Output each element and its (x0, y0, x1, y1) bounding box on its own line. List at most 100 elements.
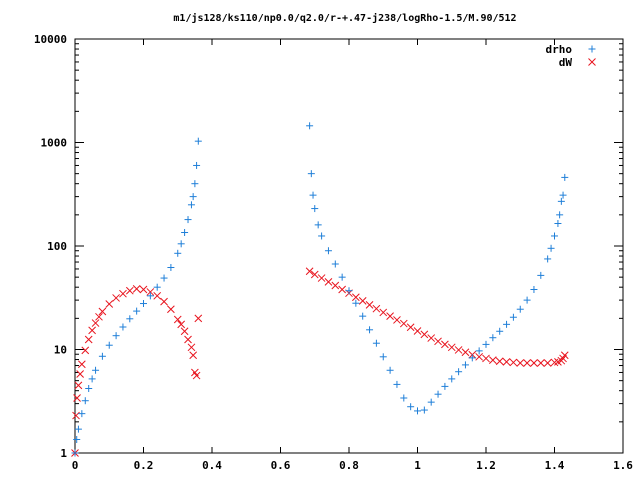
drho-point (489, 334, 497, 342)
drho-point (160, 274, 168, 282)
dw-point (482, 354, 490, 363)
dw-point (184, 335, 192, 344)
drho-point (352, 299, 360, 307)
dw-point (187, 343, 196, 352)
dw-point (502, 357, 511, 366)
drho-point (455, 368, 463, 376)
x-tick-label: 1 (414, 459, 421, 472)
drho-point (193, 161, 201, 169)
y-tick-label: 1 (60, 447, 67, 460)
drho-point (448, 375, 456, 383)
legend-marker-dw (588, 58, 596, 66)
drho-point (407, 403, 415, 411)
dw-point (81, 346, 90, 355)
legend-marker-drho (588, 45, 596, 53)
drho-point (133, 307, 141, 315)
drho-point (561, 173, 569, 181)
chart-title: m1/js128/ks110/np0.0/q2.0/r-+.47-j238/lo… (173, 12, 516, 24)
drho-point (420, 406, 428, 414)
drho-point (189, 193, 197, 201)
dw-point (84, 335, 93, 344)
drho-point (557, 197, 565, 205)
drho-point (554, 219, 562, 227)
plot-area (71, 122, 569, 457)
drho-point (73, 436, 81, 444)
dw-point (331, 281, 340, 290)
drho-point (74, 425, 82, 433)
drho-point (516, 305, 524, 313)
dw-point (543, 359, 552, 367)
dw-point (180, 327, 189, 336)
drho-point (547, 244, 555, 252)
drho-point (146, 292, 154, 300)
dw-point (509, 358, 518, 367)
drho-point (331, 260, 339, 268)
drho-point (468, 354, 476, 362)
dw-point (95, 312, 103, 321)
drho-point (88, 375, 96, 383)
dw-point (358, 297, 367, 305)
drho-point (92, 366, 100, 374)
dw-point (372, 304, 381, 313)
drho-point (482, 340, 490, 348)
dw-point (434, 337, 442, 346)
dw-point (160, 297, 168, 306)
drho-point (544, 255, 552, 263)
drho-point (181, 229, 189, 237)
dw-point (338, 285, 347, 294)
drho-point (81, 397, 89, 405)
drho-point (523, 296, 531, 304)
dw-point (441, 340, 449, 349)
drho-point (174, 249, 182, 257)
dw-point (530, 359, 538, 367)
drho-point (105, 341, 113, 349)
dw-point (189, 351, 198, 360)
dw-point (317, 274, 326, 282)
dw-point (146, 288, 155, 296)
dw-point (98, 307, 107, 316)
drho-point (191, 180, 199, 188)
drho-point (386, 366, 394, 374)
dw-point (386, 312, 394, 321)
dw-point (324, 278, 333, 286)
drho-point (311, 205, 319, 213)
drho-point (98, 352, 106, 360)
x-tick-label: 0.6 (271, 459, 291, 472)
drho-point (307, 170, 315, 178)
drho-point (441, 382, 449, 390)
dw-point (112, 294, 120, 302)
drho-point (119, 323, 127, 331)
y-tick-label: 10 (54, 344, 67, 357)
drho-point (167, 263, 175, 271)
drho-point (496, 327, 504, 335)
drho-point (503, 320, 511, 328)
drho-point (366, 326, 374, 334)
drho-point (372, 339, 380, 347)
dw-point (516, 359, 525, 367)
drho-point (78, 410, 86, 418)
legend-label: dW (559, 56, 573, 69)
drho-point (187, 201, 195, 209)
dw-point (88, 326, 96, 335)
dw-point (351, 293, 360, 302)
dw-point (523, 359, 531, 367)
dw-point (413, 327, 422, 335)
drho-point (359, 312, 367, 320)
drho-point (427, 398, 435, 406)
dw-point (167, 305, 175, 314)
dw-point (177, 320, 186, 329)
drho-point (194, 137, 202, 145)
dw-point (192, 371, 201, 380)
drho-point (85, 384, 93, 392)
dw-point (105, 300, 114, 308)
x-axis: 0 0.2 0.4 0.6 0.8 1 1.2 1.4 1.6 (72, 39, 633, 472)
x-tick-label: 1.6 (613, 459, 633, 472)
drho-point (153, 283, 161, 291)
dw-point (475, 352, 484, 361)
dw-point (406, 323, 415, 332)
drho-point (345, 287, 353, 295)
dw-point (536, 359, 545, 367)
dw-point (125, 286, 134, 295)
dw-point (399, 319, 408, 328)
